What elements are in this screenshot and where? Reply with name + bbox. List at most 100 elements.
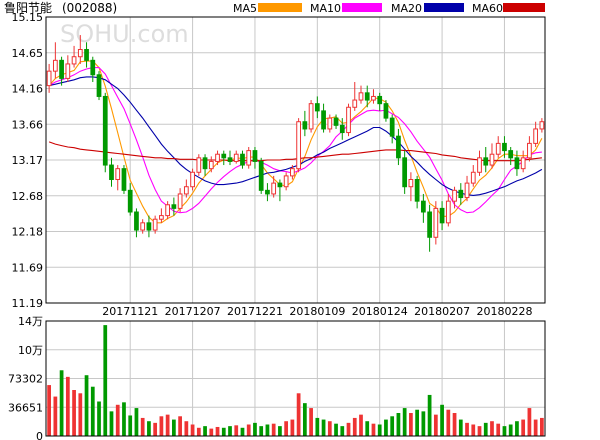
legend-label-ma60: MA60 xyxy=(472,2,503,15)
candle-body xyxy=(489,153,495,166)
volume-bar xyxy=(452,413,457,436)
candle xyxy=(502,136,507,158)
volume-bar xyxy=(352,417,357,436)
volume-bar xyxy=(515,421,519,436)
sohu-watermark: SOHU.com xyxy=(60,20,189,48)
volume-bar xyxy=(271,423,276,436)
candle xyxy=(539,118,545,133)
volume-bar xyxy=(508,424,513,436)
volume-bar xyxy=(427,394,432,436)
candle xyxy=(90,56,96,82)
volume-bar xyxy=(203,426,207,436)
candle xyxy=(483,147,489,173)
volume-tick-label: 36651 xyxy=(8,401,43,414)
volume-bar xyxy=(84,375,89,436)
candle xyxy=(96,71,102,101)
volume-bar xyxy=(278,426,282,436)
candle-body xyxy=(452,189,457,202)
candle xyxy=(520,150,526,173)
candle-body xyxy=(271,182,277,195)
candle-body xyxy=(196,157,202,173)
candle xyxy=(134,208,139,238)
date-tick-label: 20171121 xyxy=(102,305,158,318)
volume-bar xyxy=(265,424,270,436)
date-tick-label: 20171221 xyxy=(227,305,283,318)
volume-bar xyxy=(97,401,101,436)
volume-bar xyxy=(371,423,376,436)
candle xyxy=(196,154,202,176)
axis-labels: 15.15 14.65 14.16 13.66 13.17 12.68 12.18 11.69… xyxy=(8,11,532,440)
candle-body xyxy=(364,92,370,101)
volume-bar xyxy=(334,423,338,436)
volume-bar xyxy=(540,417,544,436)
volume-bar xyxy=(521,419,526,436)
volume-bar xyxy=(402,408,407,436)
price-tick-label: 15.15 xyxy=(12,11,44,24)
candle-body xyxy=(339,124,345,134)
candle-body xyxy=(59,59,64,79)
candle xyxy=(227,150,233,166)
volume-bar xyxy=(65,376,70,436)
volume-bar xyxy=(103,325,108,436)
volume-bar xyxy=(315,417,320,436)
candle xyxy=(396,128,401,166)
candle xyxy=(308,100,314,133)
candle-body xyxy=(439,207,445,224)
legend-label-ma20: MA20 xyxy=(391,2,422,15)
candle-body xyxy=(402,157,408,188)
volume-bar xyxy=(409,413,413,436)
volume-bar xyxy=(159,416,164,436)
volume-bar xyxy=(527,408,532,436)
candle-body xyxy=(445,200,451,224)
candle xyxy=(127,183,133,216)
candle xyxy=(146,215,152,238)
date-tick-label: 20180228 xyxy=(476,305,532,318)
candle-body xyxy=(115,168,121,181)
candle xyxy=(109,157,114,187)
candle xyxy=(495,136,501,158)
volume-bar xyxy=(377,424,382,436)
candle-body xyxy=(240,153,245,166)
volume-bar xyxy=(234,425,239,436)
candle-body xyxy=(159,215,164,220)
candle-body xyxy=(502,142,507,152)
legend-swatch-ma10 xyxy=(342,3,382,12)
candle xyxy=(152,215,158,234)
candle xyxy=(277,179,283,202)
volume-bar xyxy=(259,426,264,436)
candle-body xyxy=(464,182,470,199)
candle xyxy=(489,143,495,169)
candle xyxy=(283,172,289,191)
candle-body xyxy=(177,193,183,209)
volume-bar xyxy=(533,419,538,436)
candle xyxy=(408,172,414,202)
legend-swatch-ma60 xyxy=(503,3,545,12)
volume-bar xyxy=(471,424,476,436)
candle xyxy=(71,45,77,68)
candle-body xyxy=(109,164,114,181)
volume-tick-label: 10万 xyxy=(18,344,43,357)
candle-body xyxy=(333,117,339,126)
price-panel-border xyxy=(45,16,546,304)
volume-bar xyxy=(147,421,151,436)
ma-line-ma60 xyxy=(48,141,542,162)
candle xyxy=(140,219,146,234)
date-tick-label: 20180124 xyxy=(352,305,408,318)
candle xyxy=(52,42,58,79)
candle xyxy=(414,175,420,209)
candle-body xyxy=(65,63,71,79)
candle-body xyxy=(140,222,146,231)
candle xyxy=(371,89,376,104)
price-tick-label: 11.19 xyxy=(12,297,44,310)
volume-bar xyxy=(165,414,170,436)
candle xyxy=(290,165,295,180)
candle-body xyxy=(252,150,258,162)
candle-body xyxy=(127,189,133,213)
volume-bar xyxy=(421,411,426,436)
volume-bar xyxy=(115,404,120,436)
candle xyxy=(339,118,345,140)
volume-bar xyxy=(228,426,232,436)
candlesticks xyxy=(46,35,545,252)
candle-body xyxy=(290,168,295,177)
